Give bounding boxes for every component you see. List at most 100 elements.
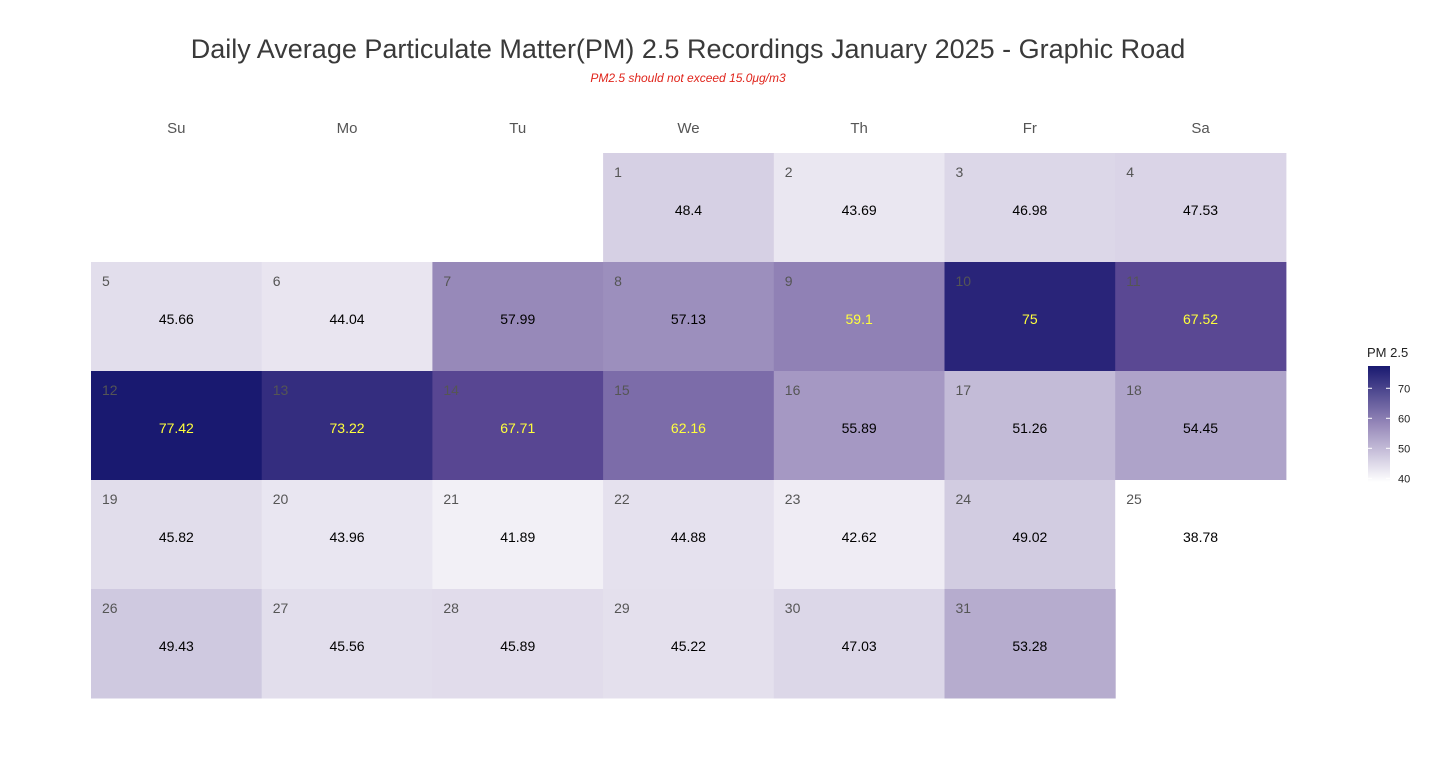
day-cell-5: 545.66 bbox=[91, 262, 263, 372]
day-value-label: 44.88 bbox=[671, 529, 706, 545]
day-tile bbox=[432, 589, 604, 699]
day-number: 26 bbox=[102, 600, 118, 616]
day-value-label: 49.02 bbox=[1012, 529, 1047, 545]
day-cell-13: 13 73.22 bbox=[261, 371, 433, 481]
legend-tick-label: 40 bbox=[1398, 473, 1410, 485]
day-value-label: 57.99 bbox=[500, 311, 535, 327]
day-number: 31 bbox=[956, 600, 972, 616]
legend-tick-label: 70 bbox=[1398, 383, 1410, 395]
day-value-label: 47.03 bbox=[842, 638, 877, 654]
day-tile bbox=[773, 153, 945, 263]
day-tile bbox=[91, 480, 263, 590]
day-number: 15 bbox=[614, 382, 630, 398]
weekday-label-we: We bbox=[677, 120, 699, 137]
weekday-labels: Su Mo Tu We Th Fr Sa bbox=[167, 120, 1210, 137]
day-cell-17: 17 51.26 bbox=[944, 371, 1116, 481]
day-value-label: 46.98 bbox=[1012, 202, 1047, 218]
weekday-label-mo: Mo bbox=[337, 120, 358, 137]
day-cell-11: 11 67.52 bbox=[1115, 262, 1287, 372]
day-value-label: 51.26 bbox=[1012, 420, 1047, 436]
day-tile bbox=[773, 371, 945, 481]
day-tile bbox=[91, 371, 263, 481]
day-value-label: 49.43 bbox=[159, 638, 194, 654]
day-value-label: 77.42 bbox=[159, 420, 194, 436]
day-number: 7 bbox=[443, 273, 451, 289]
day-value-label: 59.1 bbox=[846, 311, 873, 327]
day-number: 29 bbox=[614, 600, 630, 616]
day-cell-14: 14 67.71 bbox=[432, 371, 604, 481]
day-number: 8 bbox=[614, 273, 622, 289]
day-value-label: 45.66 bbox=[159, 311, 194, 327]
day-number: 24 bbox=[956, 491, 972, 507]
day-cell-9: 959.1 bbox=[773, 262, 945, 372]
day-number: 17 bbox=[956, 382, 972, 398]
day-number: 27 bbox=[273, 600, 289, 616]
day-value-label: 45.56 bbox=[330, 638, 365, 654]
day-tile bbox=[432, 480, 604, 590]
weekday-label-fr: Fr bbox=[1023, 120, 1037, 137]
day-cell-29: 29 45.22 bbox=[603, 589, 775, 699]
day-cell-25: 25 38.78 bbox=[1115, 480, 1287, 590]
day-tile bbox=[91, 262, 263, 372]
day-tile bbox=[261, 589, 433, 699]
legend-colorbar bbox=[1368, 366, 1390, 482]
day-number: 14 bbox=[443, 382, 459, 398]
legend-ticks: 40 50 60 70 bbox=[1368, 383, 1410, 485]
day-number: 3 bbox=[956, 164, 964, 180]
day-number: 5 bbox=[102, 273, 110, 289]
day-cell-28: 28 45.89 bbox=[432, 589, 604, 699]
day-cell-2: 243.69 bbox=[773, 153, 945, 263]
day-tile bbox=[261, 480, 433, 590]
day-number: 11 bbox=[1126, 273, 1141, 289]
day-number: 1 bbox=[614, 164, 622, 180]
chart-title: Daily Average Particulate Matter(PM) 2.5… bbox=[191, 34, 1185, 64]
chart-subtitle: PM2.5 should not exceed 15.0μg/m3 bbox=[590, 71, 786, 85]
day-cell-16: 16 55.89 bbox=[773, 371, 945, 481]
day-value-label: 47.53 bbox=[1183, 202, 1218, 218]
day-number: 25 bbox=[1126, 491, 1142, 507]
day-tile bbox=[603, 153, 775, 263]
day-cell-26: 26 49.43 bbox=[91, 589, 263, 699]
day-number: 2 bbox=[785, 164, 793, 180]
day-tile bbox=[944, 589, 1116, 699]
day-number: 10 bbox=[956, 273, 972, 289]
day-tile bbox=[91, 589, 263, 699]
legend-tick-label: 50 bbox=[1398, 443, 1410, 455]
day-cell-30: 30 47.03 bbox=[773, 589, 945, 699]
day-tile bbox=[603, 589, 775, 699]
day-value-label: 55.89 bbox=[842, 420, 877, 436]
day-number: 22 bbox=[614, 491, 630, 507]
day-value-label: 43.69 bbox=[842, 202, 877, 218]
calendar-cells: 148.4243.69346.98447.53545.66644.04757.9… bbox=[91, 153, 1287, 699]
day-value-label: 73.22 bbox=[330, 420, 365, 436]
weekday-label-th: Th bbox=[850, 120, 868, 137]
day-value-label: 38.78 bbox=[1183, 529, 1218, 545]
day-value-label: 44.04 bbox=[330, 311, 365, 327]
day-tile bbox=[773, 262, 945, 372]
day-value-label: 54.45 bbox=[1183, 420, 1218, 436]
day-tile bbox=[261, 262, 433, 372]
weekday-label-tu: Tu bbox=[509, 120, 526, 137]
day-cell-1: 148.4 bbox=[603, 153, 775, 263]
day-value-label: 75 bbox=[1022, 311, 1038, 327]
day-value-label: 42.62 bbox=[842, 529, 877, 545]
day-tile bbox=[603, 371, 775, 481]
day-number: 16 bbox=[785, 382, 801, 398]
color-legend: PM 2.5 40 50 60 70 bbox=[1367, 345, 1410, 485]
day-value-label: 48.4 bbox=[675, 202, 702, 218]
day-number: 30 bbox=[785, 600, 801, 616]
day-tile bbox=[944, 153, 1116, 263]
day-value-label: 41.89 bbox=[500, 529, 535, 545]
day-cell-7: 757.99 bbox=[432, 262, 604, 372]
day-number: 28 bbox=[443, 600, 459, 616]
day-number: 19 bbox=[102, 491, 118, 507]
day-number: 6 bbox=[273, 273, 281, 289]
day-tile bbox=[1115, 371, 1287, 481]
day-number: 4 bbox=[1126, 164, 1134, 180]
day-cell-20: 20 43.96 bbox=[261, 480, 433, 590]
day-tile bbox=[1115, 480, 1287, 590]
day-value-label: 62.16 bbox=[671, 420, 706, 436]
day-value-label: 53.28 bbox=[1012, 638, 1047, 654]
day-tile bbox=[773, 480, 945, 590]
day-cell-15: 15 62.16 bbox=[603, 371, 775, 481]
